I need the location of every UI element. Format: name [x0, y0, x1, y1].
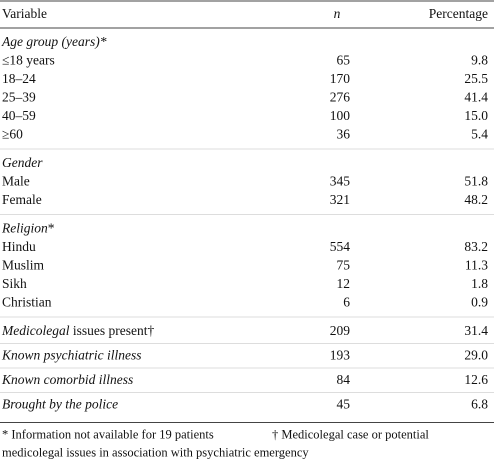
row-label: Christian: [2, 295, 52, 310]
label-part: Known comorbid illness: [1, 372, 133, 387]
footnote: * Information not available for 19 patie…: [2, 428, 214, 442]
row-label: 18–24: [2, 71, 36, 86]
n-cell: 554: [330, 239, 351, 254]
percentage-cell: 48.2: [464, 192, 488, 207]
n-cell: 36: [337, 127, 351, 142]
n-cell: 84: [337, 372, 351, 387]
group-label: Gender: [2, 155, 43, 170]
n-cell: 65: [337, 53, 351, 68]
n-cell: 321: [330, 192, 350, 207]
label-part: Brought by the police: [2, 397, 118, 412]
percentage-cell: 6.8: [471, 397, 488, 412]
label-part: Medicolegal: [1, 323, 70, 338]
header-variable: Variable: [2, 6, 47, 21]
label-part: *: [48, 221, 55, 236]
percentage-cell: 9.8: [471, 53, 488, 68]
label-part: Religion: [1, 221, 48, 236]
percentage-cell: 1.8: [471, 276, 488, 291]
header-percentage: Percentage: [429, 6, 488, 21]
n-cell: 12: [337, 276, 351, 291]
n-cell: 75: [337, 258, 351, 273]
n-cell: 170: [330, 71, 351, 86]
row-label: Sikh: [2, 276, 27, 291]
label-part: Age group (years)*: [1, 34, 107, 49]
group-label: Known comorbid illness: [1, 372, 133, 387]
group-label: Religion*: [1, 221, 55, 236]
percentage-cell: 29.0: [464, 348, 488, 363]
percentage-cell: 0.9: [471, 295, 488, 310]
n-cell: 45: [337, 397, 351, 412]
n-cell: 100: [330, 108, 351, 123]
n-cell: 276: [330, 90, 351, 105]
percentage-cell: 83.2: [464, 239, 488, 254]
n-cell: 193: [330, 348, 351, 363]
footnote: medicolegal issues in association with p…: [2, 446, 309, 460]
row-label: 25–39: [2, 90, 36, 105]
percentage-cell: 41.4: [464, 90, 488, 105]
group-label: Medicolegal issues present†: [1, 323, 154, 338]
n-cell: 209: [330, 323, 351, 338]
row-label: Female: [2, 192, 42, 207]
footnote: † Medicolegal case or potential: [272, 428, 429, 442]
percentage-cell: 11.3: [465, 258, 488, 273]
row-label: Hindu: [2, 239, 36, 254]
percentage-cell: 25.5: [464, 71, 488, 86]
row-label: ≥60: [2, 127, 23, 142]
n-cell: 345: [330, 174, 351, 189]
percentage-cell: 5.4: [471, 127, 488, 142]
group-label: Known psychiatric illness: [1, 348, 142, 363]
label-part: issues present†: [69, 323, 154, 338]
row-label: Muslim: [2, 258, 45, 273]
label-part: Known psychiatric illness: [1, 348, 142, 363]
group-label: Brought by the police: [2, 397, 118, 412]
row-label: 40–59: [2, 108, 36, 123]
percentage-cell: 51.8: [464, 174, 488, 189]
group-label: Age group (years)*: [1, 34, 107, 49]
percentage-cell: 15.0: [464, 108, 488, 123]
header-n: n: [334, 6, 341, 21]
n-cell: 6: [343, 295, 350, 310]
row-label: Male: [2, 174, 30, 189]
label-part: Gender: [2, 155, 43, 170]
percentage-cell: 12.6: [464, 372, 488, 387]
percentage-cell: 31.4: [464, 323, 488, 338]
row-label: ≤18 years: [2, 53, 55, 68]
